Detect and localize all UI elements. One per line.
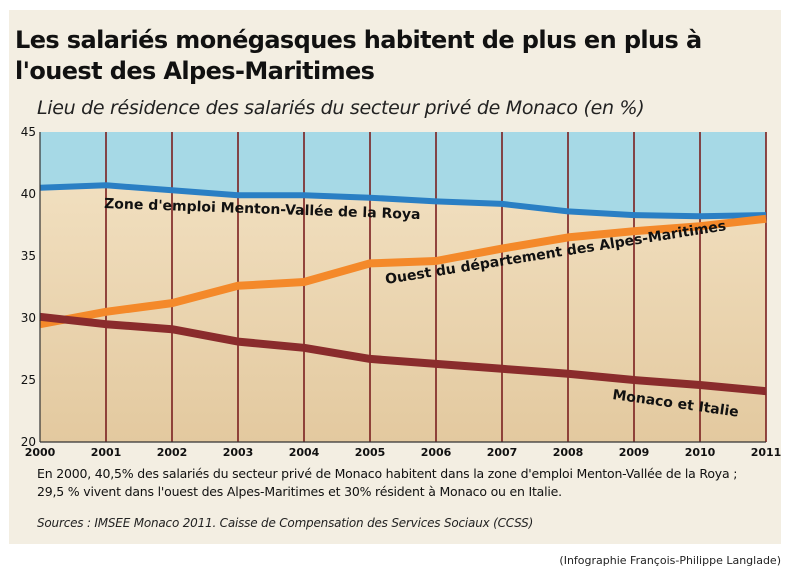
footnote: En 2000, 40,5% des salariés du secteur p… [37,466,738,499]
x-tick-2006: 2006 [421,446,452,459]
series-lines [39,182,767,396]
x-tick-2004: 2004 [289,446,320,459]
source-line: Sources : IMSEE Monaco 2011. Caisse de C… [37,516,534,530]
x-tick-2010: 2010 [685,446,716,459]
sky-band [40,132,766,217]
x-axis-ticks: 2000 2001 2002 2003 2004 2005 2006 2007 2008 2009… [25,446,782,459]
chart-title: Les salariés monégasques habitent de plu… [15,26,702,85]
x-tick-2009: 2009 [619,446,650,459]
x-tick-2007: 2007 [487,446,518,459]
x-tick-2011: 2011 [751,446,782,459]
x-tick-2002: 2002 [157,446,188,459]
credit-line: (Infographie François-Philippe Langlade) [559,554,781,567]
series-line-0 [39,182,767,220]
y-tick-35: 35 [21,249,36,263]
y-tick-25: 25 [21,373,36,387]
y-axis-ticks: 20 25 30 35 40 45 [21,125,36,449]
x-tick-2000: 2000 [25,446,56,459]
y-tick-45: 45 [21,125,36,139]
axis-frame [39,132,766,443]
y-tick-40: 40 [21,187,36,201]
series-line-2 [39,312,767,396]
chart-subtitle: Lieu de résidence des salariés du secteu… [37,97,645,119]
y-tick-20: 20 [21,435,36,449]
x-tick-2005: 2005 [355,446,386,459]
x-tick-2003: 2003 [223,446,254,459]
x-tick-2001: 2001 [91,446,122,459]
y-tick-30: 30 [21,311,36,325]
series-line-1 [39,214,767,329]
x-tick-2008: 2008 [553,446,584,459]
